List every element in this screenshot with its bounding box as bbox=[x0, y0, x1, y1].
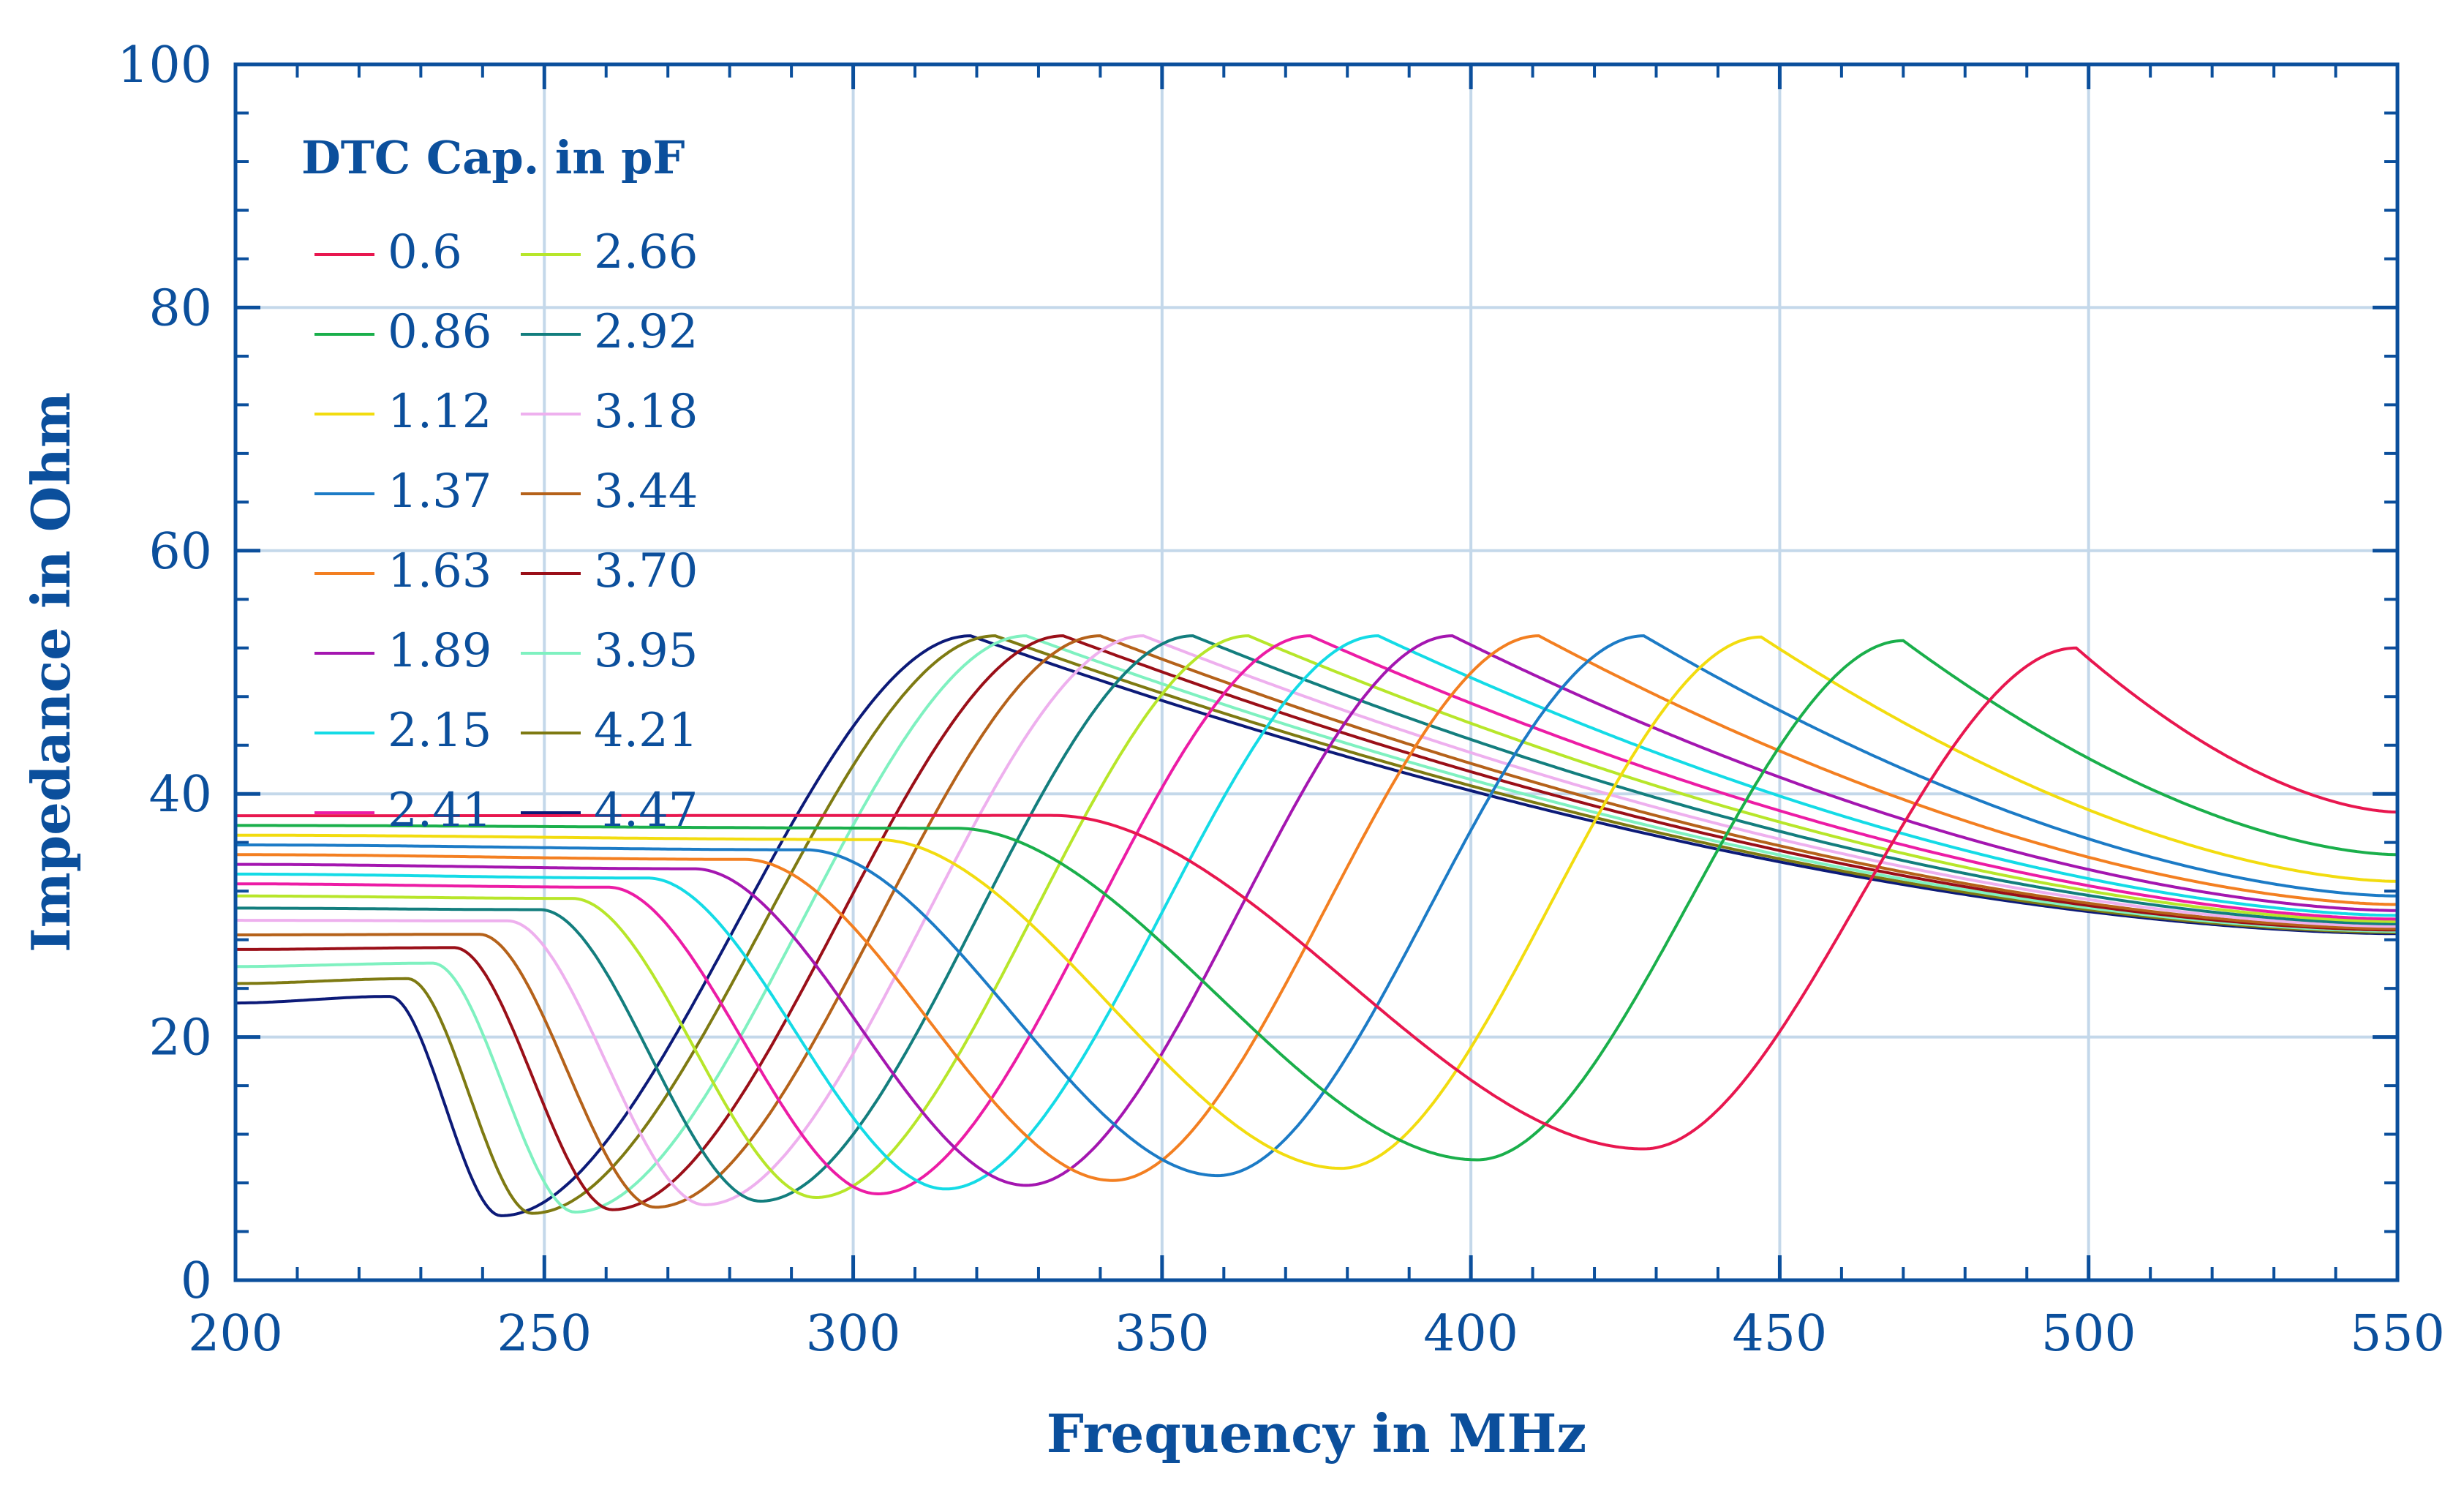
x-tick-label: 350 bbox=[1115, 1305, 1210, 1363]
legend-label: 2.41 bbox=[388, 783, 492, 838]
series-line-2.92 bbox=[236, 634, 2397, 1203]
legend-label: 3.70 bbox=[594, 544, 698, 598]
legend-item: 2.66 bbox=[521, 225, 698, 279]
plot-frame bbox=[233, 62, 2400, 1282]
series-lines bbox=[236, 634, 2397, 1217]
legend-label: 2.15 bbox=[388, 704, 492, 758]
legend-items: 0.6 0.86 1.12 1.37 1.63 1.89 2.15 2.41 2.66 2.92 3… bbox=[314, 225, 698, 838]
legend-label: 4.47 bbox=[594, 783, 698, 838]
series-line-3.70 bbox=[236, 634, 2397, 1211]
legend-label: 2.66 bbox=[594, 225, 698, 279]
legend-item: 1.63 bbox=[314, 544, 492, 598]
x-tick-label: 550 bbox=[2350, 1305, 2445, 1363]
x-tick-label: 250 bbox=[497, 1305, 592, 1363]
y-tick-label: 100 bbox=[117, 37, 212, 94]
y-tick-label: 60 bbox=[148, 523, 212, 581]
legend-label: 2.92 bbox=[594, 305, 698, 359]
series-line-1.12 bbox=[236, 635, 2397, 1170]
y-tick-label: 40 bbox=[148, 766, 212, 824]
legend: DTC Cap. in pF 0.6 0.86 1.12 1.37 1.63 1.89 2.… bbox=[301, 131, 698, 838]
legend-item: 0.86 bbox=[314, 305, 492, 359]
legend-label: 3.95 bbox=[594, 624, 698, 678]
axis-ticks bbox=[233, 62, 2400, 1282]
series-line-3.44 bbox=[236, 634, 2397, 1209]
x-tick-label: 400 bbox=[1423, 1305, 1518, 1363]
legend-label: 1.89 bbox=[388, 624, 492, 678]
x-axis-title: Frequency in MHz bbox=[1047, 1402, 1587, 1465]
series-line-1.37 bbox=[236, 634, 2397, 1178]
legend-label: 3.18 bbox=[594, 385, 698, 439]
x-tick-labels: 200 250 300 350 400 450 500 550 bbox=[188, 1305, 2445, 1363]
legend-label: 3.44 bbox=[594, 465, 698, 519]
legend-item: 3.70 bbox=[521, 544, 698, 598]
series-line-2.15 bbox=[236, 634, 2397, 1191]
legend-item: 3.95 bbox=[521, 624, 698, 678]
legend-item: 0.6 bbox=[314, 225, 462, 279]
series-line-1.89 bbox=[236, 634, 2397, 1187]
legend-item: 2.15 bbox=[314, 704, 492, 758]
legend-item: 3.18 bbox=[521, 385, 698, 439]
legend-label: 1.12 bbox=[388, 385, 492, 439]
series-line-2.66 bbox=[236, 634, 2397, 1200]
series-line-4.21 bbox=[236, 634, 2397, 1215]
series-line-3.95 bbox=[236, 634, 2397, 1214]
legend-item: 1.12 bbox=[314, 385, 492, 439]
series-line-0.86 bbox=[236, 639, 2397, 1162]
legend-item: 4.47 bbox=[521, 783, 698, 838]
legend-label: 1.37 bbox=[388, 465, 492, 519]
x-tick-label: 300 bbox=[806, 1305, 901, 1363]
y-axis-title: Impedance in Ohm bbox=[20, 392, 82, 952]
y-tick-label: 20 bbox=[148, 1010, 212, 1067]
legend-label: 1.63 bbox=[388, 544, 492, 598]
legend-item: 2.92 bbox=[521, 305, 698, 359]
legend-item: 2.41 bbox=[314, 783, 492, 838]
legend-item: 1.37 bbox=[314, 465, 492, 519]
x-tick-label: 450 bbox=[1733, 1305, 1828, 1363]
legend-label: 0.6 bbox=[388, 225, 462, 279]
legend-label: 4.21 bbox=[594, 704, 698, 758]
series-line-4.47 bbox=[236, 634, 2397, 1217]
series-line-0.6 bbox=[236, 646, 2397, 1151]
series-line-3.18 bbox=[236, 634, 2397, 1207]
y-tick-labels: 0 20 40 60 80 100 bbox=[117, 37, 212, 1310]
legend-item: 3.44 bbox=[521, 465, 698, 519]
legend-item: 4.21 bbox=[521, 704, 698, 758]
series-line-2.41 bbox=[236, 634, 2397, 1196]
series-line-1.63 bbox=[236, 634, 2397, 1182]
gridlines bbox=[236, 64, 2397, 1280]
legend-label: 0.86 bbox=[388, 305, 492, 359]
legend-item: 1.89 bbox=[314, 624, 492, 678]
y-tick-label: 0 bbox=[181, 1252, 212, 1310]
x-tick-label: 500 bbox=[2041, 1305, 2136, 1363]
legend-title: DTC Cap. in pF bbox=[301, 131, 685, 184]
x-tick-label: 200 bbox=[188, 1305, 283, 1363]
y-tick-label: 80 bbox=[148, 279, 212, 337]
